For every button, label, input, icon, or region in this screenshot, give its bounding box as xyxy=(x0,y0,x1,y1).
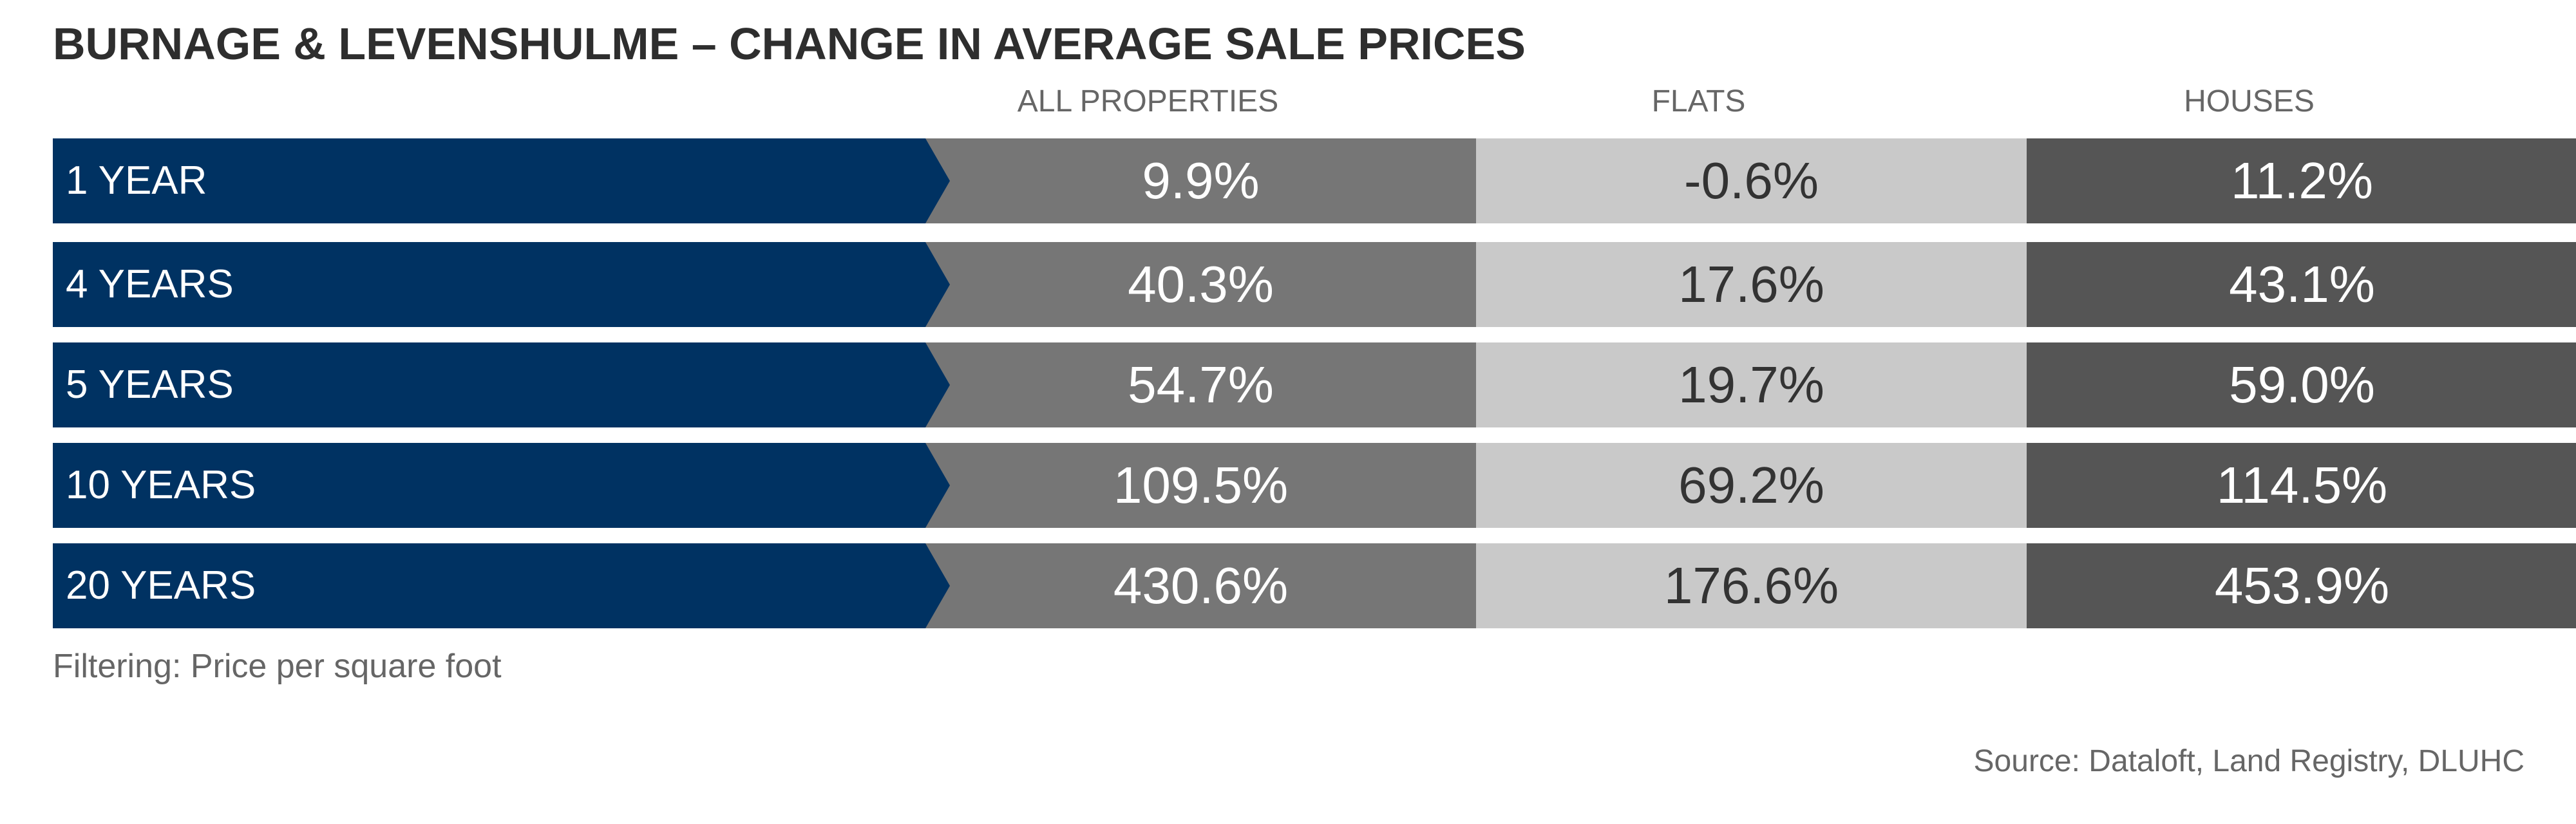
row-label-5-years: 5 YEARS xyxy=(53,342,950,427)
column-header-houses: HOUSES xyxy=(2184,84,2315,118)
cell-houses: 114.5% xyxy=(2027,443,2576,528)
column-header-flats: FLATS xyxy=(1651,84,1746,118)
table-row: 5 YEARS 54.7% 19.7% 59.0% xyxy=(53,342,2576,427)
row-label-text: 10 YEARS xyxy=(66,463,256,507)
cell-houses: 59.0% xyxy=(2027,342,2576,427)
table-row: 4 YEARS 40.3% 17.6% 43.1% xyxy=(53,242,2576,327)
row-label-text: 5 YEARS xyxy=(66,362,234,407)
cell-flats: 176.6% xyxy=(1476,543,2027,628)
row-label-text: 20 YEARS xyxy=(66,563,256,608)
table-row: 1 YEAR 9.9% -0.6% 11.2% xyxy=(53,138,2576,223)
cell-flats: 69.2% xyxy=(1476,443,2027,528)
row-label-text: 4 YEARS xyxy=(66,262,234,306)
column-header-all-properties: ALL PROPERTIES xyxy=(1017,84,1279,118)
cell-all-properties: 9.9% xyxy=(872,138,1476,223)
cell-all-properties: 40.3% xyxy=(872,242,1476,327)
row-label-20-years: 20 YEARS xyxy=(53,543,950,628)
source-note: Source: Dataloft, Land Registry, DLUHC xyxy=(1973,744,2524,778)
table-row: 10 YEARS 109.5% 69.2% 114.5% xyxy=(53,443,2576,528)
cell-houses: 11.2% xyxy=(2027,138,2576,223)
row-label-4-years: 4 YEARS xyxy=(53,242,950,327)
cell-houses: 43.1% xyxy=(2027,242,2576,327)
row-label-text: 1 YEAR xyxy=(66,158,207,203)
chart-title: BURNAGE & LEVENSHULME – CHANGE IN AVERAG… xyxy=(53,19,1526,69)
cell-flats: -0.6% xyxy=(1476,138,2027,223)
row-label-10-years: 10 YEARS xyxy=(53,443,950,528)
cell-houses: 453.9% xyxy=(2027,543,2576,628)
cell-all-properties: 109.5% xyxy=(872,443,1476,528)
cell-flats: 17.6% xyxy=(1476,242,2027,327)
cell-all-properties: 54.7% xyxy=(872,342,1476,427)
row-label-1-year: 1 YEAR xyxy=(53,138,950,223)
cell-all-properties: 430.6% xyxy=(872,543,1476,628)
cell-flats: 19.7% xyxy=(1476,342,2027,427)
table-row: 20 YEARS 430.6% 176.6% 453.9% xyxy=(53,543,2576,628)
filter-note: Filtering: Price per square foot xyxy=(53,648,502,685)
